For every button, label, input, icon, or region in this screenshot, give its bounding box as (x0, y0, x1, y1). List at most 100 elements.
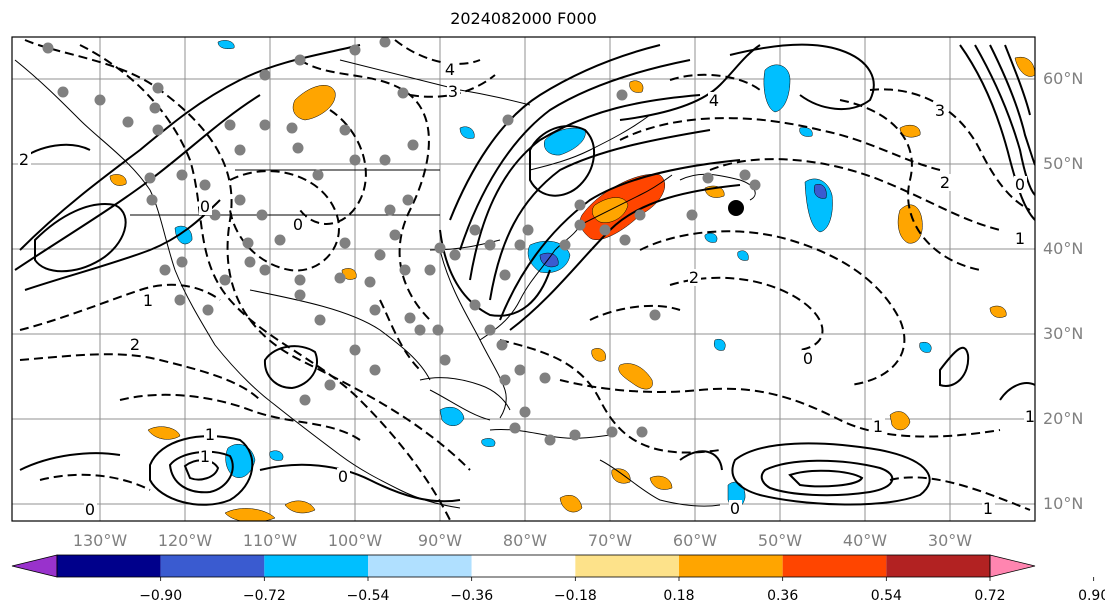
station-dot (425, 265, 436, 276)
station-dot (365, 277, 376, 288)
colorbar-tick-label: 0.54 (871, 588, 902, 604)
colorbar-segment (57, 555, 161, 577)
station-dot (153, 83, 164, 94)
station-dot (340, 125, 351, 136)
station-dot (245, 257, 256, 268)
station-dot (295, 275, 306, 286)
station-dot (220, 275, 231, 286)
station-dot (325, 380, 336, 391)
station-dot (350, 345, 361, 356)
longitude-label: 30°W (928, 531, 972, 550)
station-dot (650, 310, 661, 321)
longitude-label: 100°W (328, 531, 383, 550)
contour-label: 1 (143, 291, 153, 310)
colorbar-tick-label: −0.54 (347, 588, 390, 604)
station-dot (600, 225, 611, 236)
station-dot (703, 173, 714, 184)
colorbar: −0.90 −0.72 −0.54 −0.36 −0.18 0.18 0.36 0.54 0.7… (12, 555, 1105, 604)
longitude-label: 90°W (418, 531, 462, 550)
station-dot (335, 273, 346, 284)
colorbar-segment (161, 555, 265, 577)
station-dot (200, 180, 211, 191)
station-dot (293, 143, 304, 154)
station-dot (147, 195, 158, 206)
station-dot (340, 238, 351, 249)
colorbar-tick-label: 0.90 (1078, 588, 1105, 604)
longitude-label: 110°W (243, 531, 298, 550)
contour-label: 1 (1015, 229, 1025, 248)
station-dot (500, 270, 511, 281)
station-dot (300, 395, 311, 406)
station-dot (545, 435, 556, 446)
station-dot (295, 55, 306, 66)
contour-label: 2 (940, 173, 950, 192)
station-dot (315, 315, 326, 326)
station-dot (398, 88, 409, 99)
station-dot (617, 90, 628, 101)
contour-label: 3 (935, 101, 945, 120)
highlight-point (728, 200, 744, 216)
station-dot (470, 300, 481, 311)
station-dot (400, 265, 411, 276)
station-dot (235, 145, 246, 156)
shade-blue (714, 339, 725, 350)
longitude-label: 50°W (758, 531, 802, 550)
station-dot (160, 265, 171, 276)
colorbar-extension-low (12, 555, 57, 577)
station-dot (450, 250, 461, 261)
contour-label: 1 (983, 499, 993, 518)
station-dot (485, 325, 496, 336)
latitude-label: 50°N (1043, 154, 1083, 173)
station-dot (405, 313, 416, 324)
colorbar-segment (886, 555, 990, 577)
station-dot (295, 290, 306, 301)
station-dot (380, 155, 391, 166)
contour-label: 0 (338, 467, 348, 486)
station-dot (515, 240, 526, 251)
station-dot (375, 250, 386, 261)
station-dot (500, 375, 511, 386)
station-dot (95, 95, 106, 106)
station-dot (177, 257, 188, 268)
station-dot (687, 210, 698, 221)
station-dot (287, 123, 298, 134)
station-dot (560, 240, 571, 251)
station-dot (123, 117, 134, 128)
colorbar-extension-high (990, 555, 1035, 577)
colorbar-tick-label: −0.18 (554, 588, 597, 604)
station-dot (260, 70, 271, 81)
station-dot (740, 170, 751, 181)
latitude-label: 20°N (1043, 409, 1083, 428)
station-dot (313, 170, 324, 181)
colorbar-tick-label: −0.72 (243, 588, 286, 604)
colorbar-segment (783, 555, 887, 577)
colorbar-tick-label: 0.36 (767, 588, 798, 604)
colorbar-segment (575, 555, 679, 577)
station-dot (510, 423, 521, 434)
longitude-label: 120°W (158, 531, 213, 550)
station-dot (260, 265, 271, 276)
contour-label: 1 (1025, 407, 1035, 426)
contour-label: 2 (19, 150, 29, 169)
station-dot (750, 180, 761, 191)
latitude-label: 40°N (1043, 239, 1083, 258)
station-dot (43, 43, 54, 54)
station-dot (177, 170, 188, 181)
station-dot (520, 407, 531, 418)
station-dot (145, 173, 156, 184)
contour-label: 0 (85, 500, 95, 519)
station-dot (370, 365, 381, 376)
latitude-label: 60°N (1043, 69, 1083, 88)
longitude-label: 70°W (588, 531, 632, 550)
colorbar-tick-label: 0.18 (663, 588, 694, 604)
station-dot (435, 243, 446, 254)
station-dot (440, 355, 451, 366)
station-dot (403, 195, 414, 206)
latitude-label: 30°N (1043, 324, 1083, 343)
station-dot (607, 427, 618, 438)
colorbar-tick-label: −0.36 (450, 588, 493, 604)
station-dot (503, 115, 514, 126)
colorbar-tick-label: 0.72 (974, 588, 1005, 604)
station-dot (575, 200, 586, 211)
